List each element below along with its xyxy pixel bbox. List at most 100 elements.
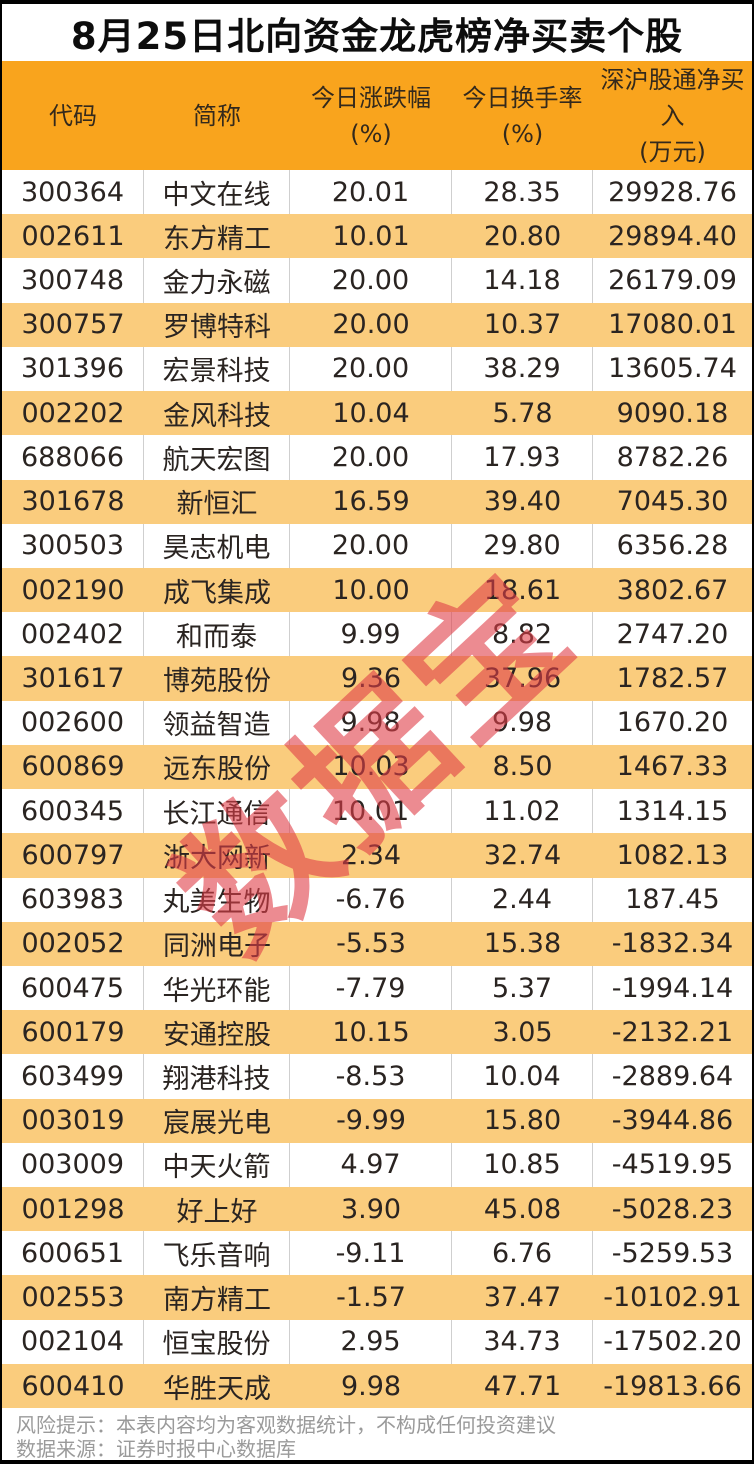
table-row: 301396 宏景科技 20.00 38.29 13605.74 [2, 346, 752, 392]
cell-turnover: 20.80 [483, 220, 562, 252]
cell-code: 603499 [2, 1054, 144, 1099]
cell-turnover: 38.29 [452, 346, 593, 392]
table-row: 603499 翔港科技 -8.53 10.04 -2889.64 [2, 1054, 752, 1099]
table-row: 600869 远东股份 10.03 8.50 1467.33 [2, 744, 752, 790]
cell-turnover: 2.44 [452, 877, 593, 922]
cell-code: 600345 [2, 789, 144, 834]
cell-netbuy: 8782.26 [616, 441, 729, 473]
cell-code: 600869 [21, 751, 125, 783]
table-row: 600179 安通控股 10.15 3.05 -2132.21 [2, 1010, 752, 1055]
cell-netbuy: -17502.20 [603, 1326, 742, 1358]
cell-name: 好上好 [176, 1196, 258, 1228]
cell-netbuy: -4519.95 [611, 1149, 734, 1181]
cell-name: 中文在线 [144, 170, 290, 215]
column-header-label: 深沪股通净买入 [600, 65, 745, 130]
column-header-sub: (万元) [639, 137, 706, 166]
table-row: 301678 新恒汇 16.59 39.40 7045.30 [2, 479, 752, 524]
cell-name: 中天火箭 [144, 1142, 290, 1188]
cell-name: 成飞集成 [163, 577, 271, 609]
cell-code: 002553 [21, 1282, 125, 1314]
cell-change: -1.57 [336, 1282, 406, 1314]
cell-netbuy: -2132.21 [611, 1016, 734, 1048]
cell-change: 16.59 [332, 486, 410, 518]
cell-name: 昊志机电 [144, 523, 290, 568]
cell-turnover: 32.74 [483, 839, 562, 871]
cell-netbuy: -5028.23 [611, 1193, 734, 1225]
column-header-netbuy: 深沪股通净买入 (万元) [593, 61, 752, 170]
cell-code: 002611 [21, 220, 125, 252]
cell-turnover: 28.35 [452, 170, 593, 215]
cell-name: 安通控股 [163, 1019, 271, 1051]
data-source-note: 数据来源：证券时报中心数据库 [16, 1437, 296, 1462]
cell-change: 2.95 [290, 1319, 452, 1364]
cell-name: 罗博特科 [163, 312, 271, 344]
table-row: 002611 东方精工 10.01 20.80 29894.40 [2, 214, 752, 259]
cell-turnover: 10.04 [452, 1054, 593, 1099]
cell-netbuy: -5259.53 [611, 1237, 734, 1269]
table-row: 002104 恒宝股份 2.95 34.73 -17502.20 [2, 1319, 752, 1364]
cell-turnover: 6.76 [452, 1231, 593, 1276]
cell-netbuy: -10102.91 [603, 1282, 742, 1314]
cell-name: 远东股份 [163, 754, 271, 786]
table-row: 001298 好上好 3.90 45.08 -5028.23 [2, 1187, 752, 1232]
cell-name: 宸展光电 [163, 1108, 271, 1140]
cell-turnover: 11.02 [452, 789, 593, 834]
table-row: 600651 飞乐音响 -9.11 6.76 -5259.53 [2, 1231, 752, 1276]
cell-name: 宏景科技 [144, 346, 290, 392]
cell-change: -9.11 [290, 1231, 452, 1276]
cell-change: 2.34 [340, 839, 402, 871]
table-body: 300364 中文在线 20.01 28.35 29928.76 002611 … [2, 170, 752, 1409]
cell-change: 4.97 [290, 1142, 452, 1188]
table-row: 600797 浙大网新 2.34 32.74 1082.13 [2, 833, 752, 878]
cell-netbuy: 1782.57 [616, 663, 729, 695]
risk-note: 风险提示：本表内容均为客观数据统计，不构成任何投资建议 [16, 1413, 556, 1437]
cell-code: 688066 [2, 435, 144, 480]
cell-turnover: 10.85 [452, 1142, 593, 1188]
cell-turnover: 5.78 [492, 397, 553, 429]
cell-turnover: 5.37 [452, 965, 593, 1011]
cell-name: 新恒汇 [176, 489, 258, 521]
cell-turnover: 47.71 [483, 1370, 562, 1402]
cell-name: 飞乐音响 [144, 1231, 290, 1276]
cell-turnover: 15.80 [483, 1105, 562, 1137]
cell-name: 翔港科技 [144, 1054, 290, 1099]
cell-name: 航天宏图 [144, 435, 290, 480]
table-row: 603983 丸美生物 -6.76 2.44 187.45 [2, 877, 752, 922]
cell-netbuy: 187.45 [625, 884, 720, 916]
cell-netbuy: 3802.67 [616, 574, 729, 606]
cell-change: 20.00 [290, 523, 452, 568]
cell-change: 20.00 [290, 346, 452, 392]
cell-code: 300364 [2, 170, 144, 215]
cell-code: 001298 [21, 1193, 125, 1225]
table-row: 300748 金力永磁 20.00 14.18 26179.09 [2, 258, 752, 303]
table-row: 300757 罗博特科 20.00 10.37 17080.01 [2, 302, 752, 347]
table-row: 688066 航天宏图 20.00 17.93 8782.26 [2, 435, 752, 480]
cell-code: 002190 [21, 574, 125, 606]
cell-name: 华光环能 [144, 965, 290, 1011]
cell-code: 300757 [21, 309, 125, 341]
cell-netbuy: -1994.14 [611, 972, 734, 1004]
cell-change: -7.79 [290, 965, 452, 1011]
table-row: 300503 昊志机电 20.00 29.80 6356.28 [2, 523, 752, 568]
cell-name: 南方精工 [163, 1285, 271, 1317]
column-header-turnover: 今日换手率 (%) [452, 61, 593, 170]
cell-code: 002202 [21, 397, 125, 429]
cell-netbuy: 9090.18 [616, 397, 729, 429]
cell-change: 9.99 [290, 612, 452, 657]
cell-turnover: 8.50 [492, 751, 553, 783]
cell-name: 金风科技 [163, 400, 271, 432]
cell-turnover: 34.73 [452, 1319, 593, 1364]
cell-netbuy: 7045.30 [616, 486, 729, 518]
cell-change: -6.76 [290, 877, 452, 922]
column-header-code: 代码 [2, 61, 144, 170]
cell-turnover: 37.47 [483, 1282, 562, 1314]
table-row: 002202 金风科技 10.04 5.78 9090.18 [2, 391, 752, 436]
table-row: 003009 中天火箭 4.97 10.85 -4519.95 [2, 1142, 752, 1188]
table-row: 600410 华胜天成 9.98 47.71 -19813.66 [2, 1363, 752, 1409]
cell-turnover: 45.08 [483, 1193, 562, 1225]
column-header-label: 简称 [193, 101, 241, 130]
table-row: 600345 长江通信 10.01 11.02 1314.15 [2, 789, 752, 834]
cell-name: 和而泰 [144, 612, 290, 657]
cell-change: 9.36 [340, 663, 402, 695]
cell-change: -8.53 [290, 1054, 452, 1099]
